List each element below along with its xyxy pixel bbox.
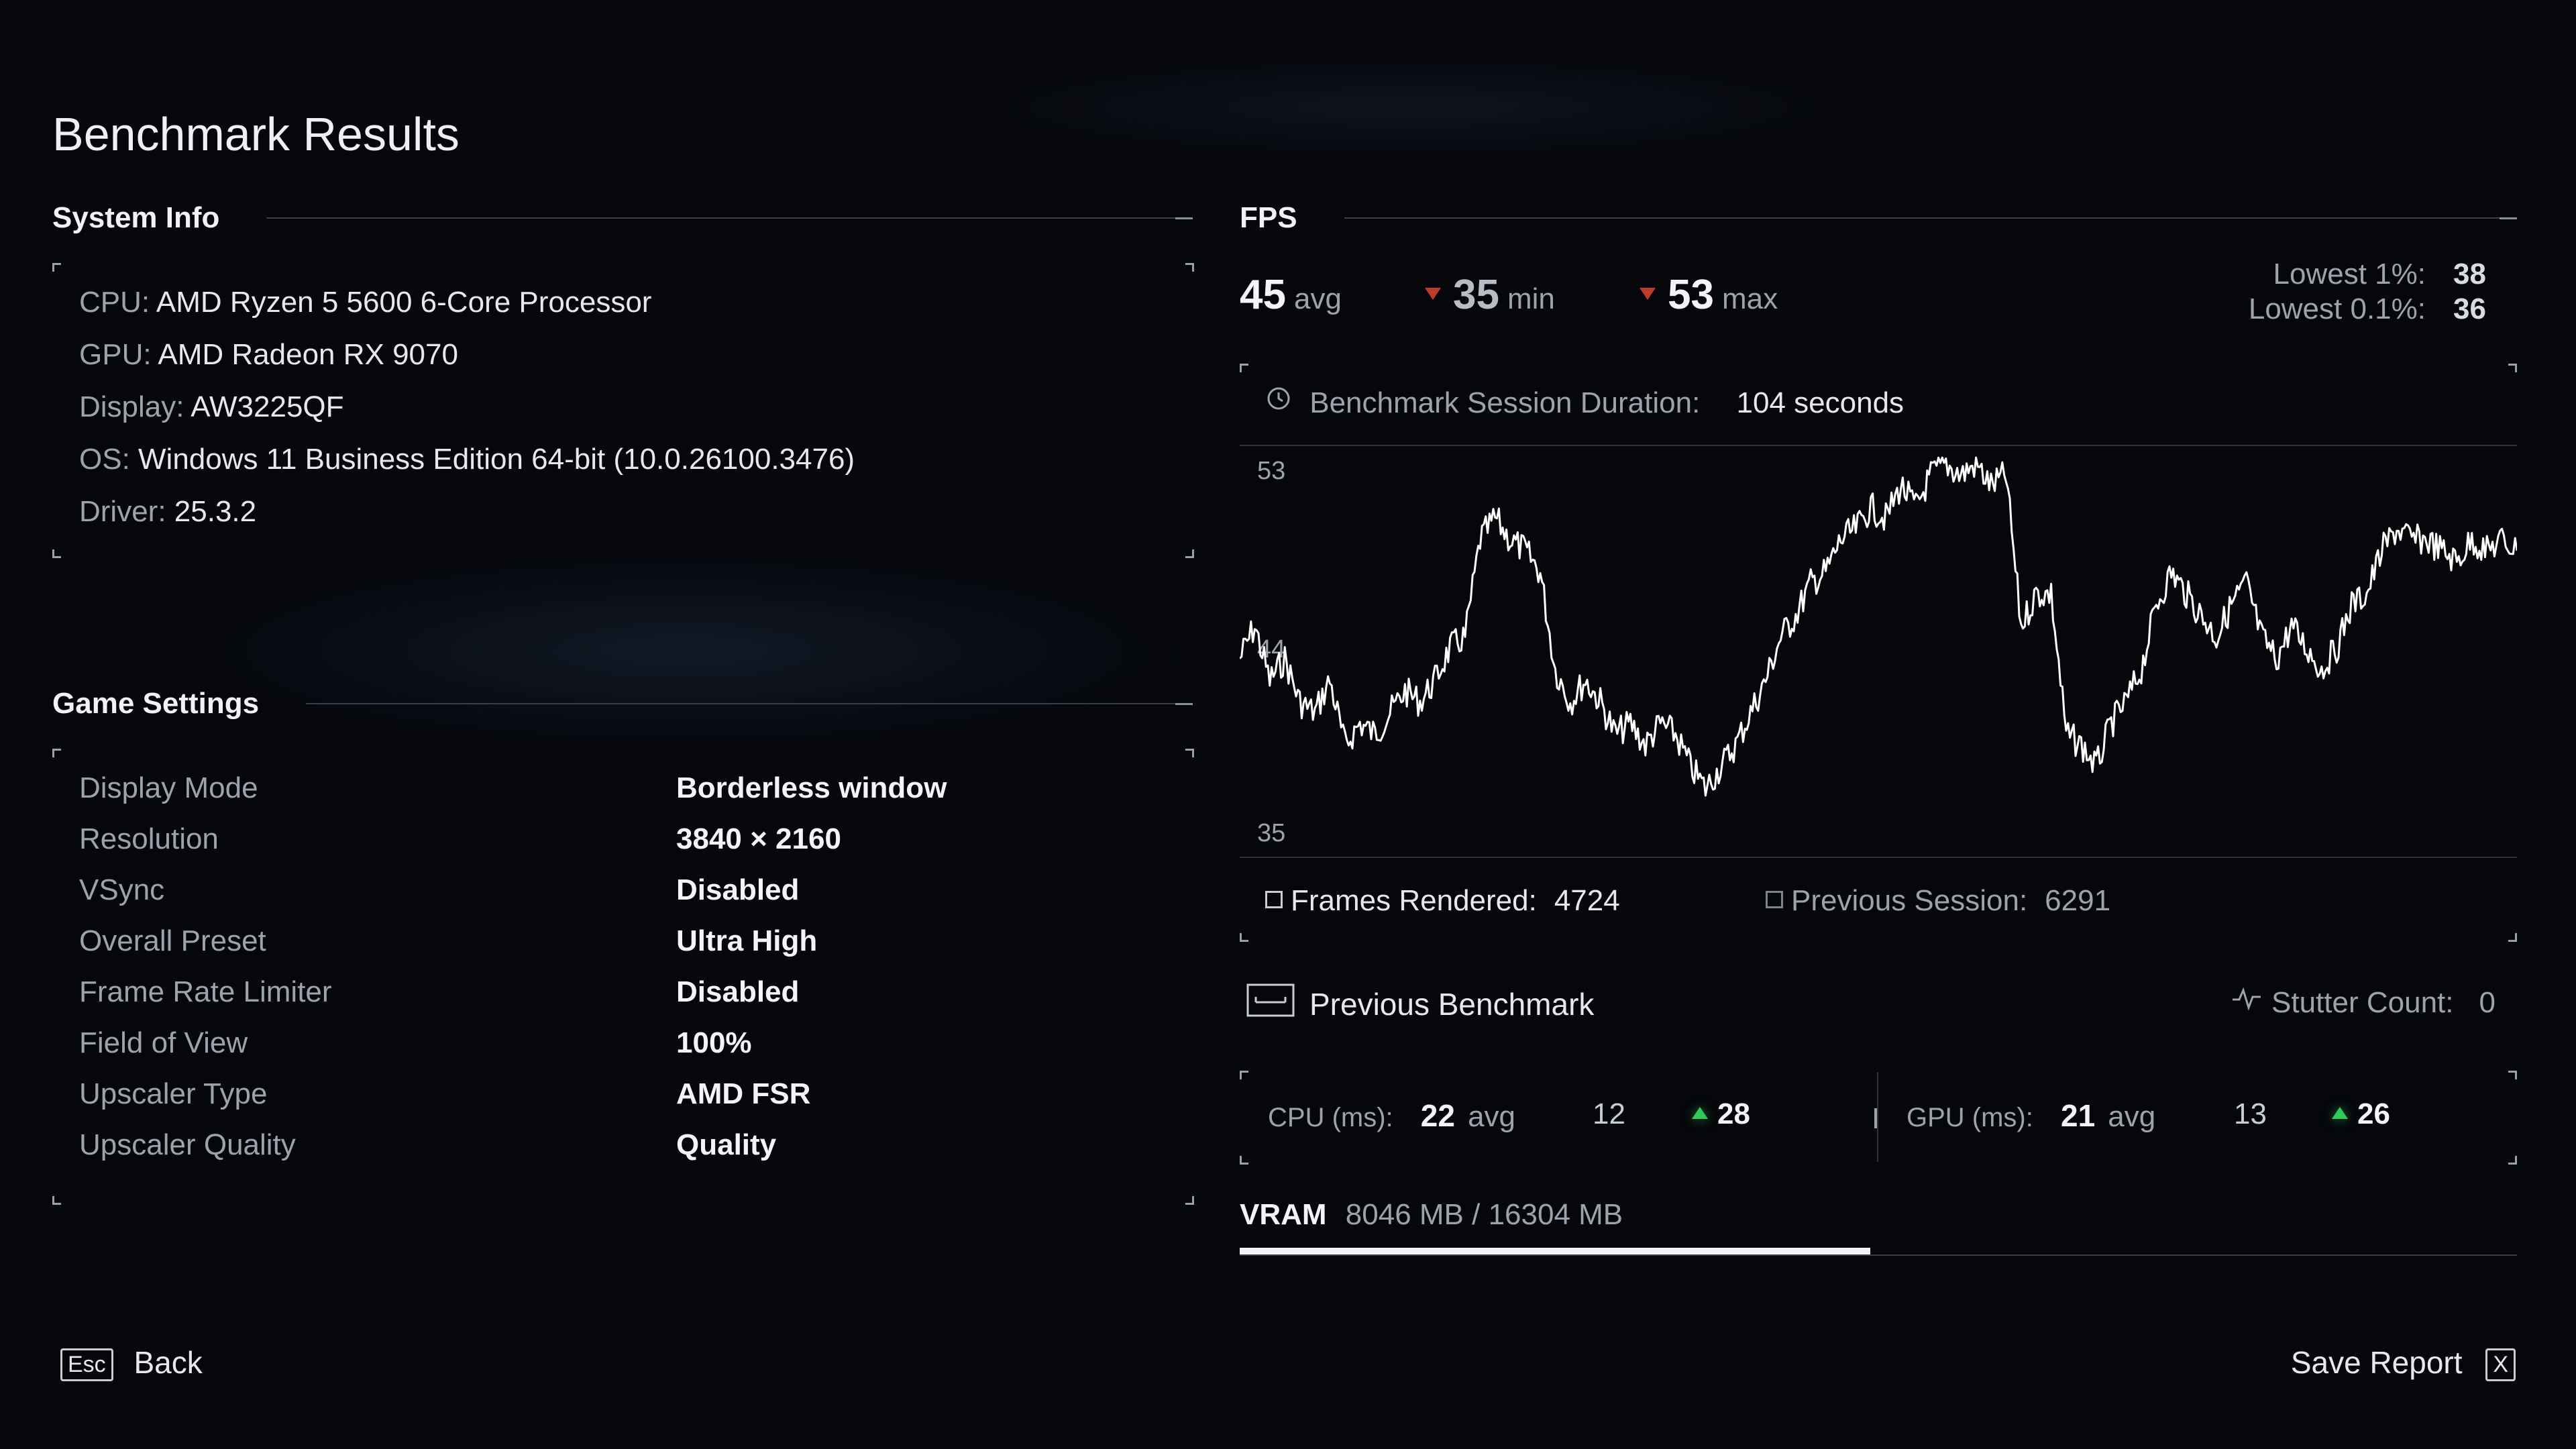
setting-label: Upscaler Type — [79, 1077, 268, 1110]
game-settings-title: Game Settings — [52, 687, 260, 720]
cpu-min-value: 12 — [1593, 1097, 1625, 1130]
system-info-header: System Info — [52, 201, 1193, 235]
y-tick-label-mid: 44 — [1257, 635, 1285, 663]
background-glow-top — [939, 54, 1878, 161]
y-tick-label-bottom: 35 — [1257, 819, 1285, 847]
page-title: Benchmark Results — [52, 108, 460, 160]
fps-title: FPS — [1240, 201, 1297, 234]
vram-stat: VRAM 8046 MB / 16304 MB — [1240, 1198, 1623, 1231]
sys-cpu-row: CPU: AMD Ryzen 5 5600 6-Core Processor — [79, 286, 652, 319]
fps-min-stat: 35 min — [1425, 271, 1555, 319]
setting-label: Resolution — [79, 822, 219, 855]
up-arrow-icon — [1692, 1107, 1708, 1120]
setting-value: Ultra High — [676, 924, 818, 957]
fps-chart-panel: Benchmark Session Duration: 104 seconds … — [1240, 364, 2517, 942]
save-report-button[interactable]: Save Report X — [2291, 1344, 2516, 1382]
checkbox-icon — [1766, 891, 1783, 909]
x-key-icon: X — [2485, 1348, 2516, 1382]
vram-bar-fill — [1240, 1248, 1870, 1254]
compare-icon — [1246, 983, 1295, 1024]
separator-tick — [1874, 1108, 1877, 1128]
setting-label: VSync — [79, 873, 165, 906]
gpu-frametime: GPU (ms): 21 avg — [1907, 1098, 2156, 1133]
fps-line-chart: 53 44 35 — [1240, 445, 2517, 858]
panel-divider — [1877, 1072, 1878, 1162]
esc-key-icon: Esc — [60, 1348, 113, 1382]
setting-value: AMD FSR — [676, 1077, 811, 1110]
clock-icon — [1265, 385, 1292, 419]
lowest-01-row: Lowest 0.1%: 36 — [2248, 292, 2486, 325]
back-button[interactable]: Esc Back — [60, 1344, 203, 1382]
section-divider — [306, 703, 1175, 704]
section-divider — [1344, 217, 2500, 219]
gpu-max-value: 26 — [2332, 1097, 2390, 1131]
sys-os-row: OS: Windows 11 Business Edition 64-bit (… — [79, 443, 855, 476]
lowest-percentiles: Lowest 1%: 38 Lowest 0.1%: 36 — [2147, 258, 2486, 331]
checkbox-icon — [1265, 891, 1283, 909]
sys-display-row: Display: AW3225QF — [79, 390, 344, 423]
setting-label: Upscaler Quality — [79, 1128, 296, 1161]
setting-value: Borderless window — [676, 771, 947, 804]
fps-max-stat: 53 max — [1640, 271, 1778, 319]
previous-benchmark-button[interactable]: Previous Benchmark — [1246, 983, 1594, 1027]
gpu-min-value: 13 — [2234, 1097, 2267, 1130]
cpu-frametime: CPU (ms): 22 avg — [1268, 1098, 1516, 1133]
fps-series-line — [1240, 456, 2517, 797]
stutter-count: Stutter Count: 0 — [2231, 986, 2496, 1022]
down-arrow-icon — [1425, 287, 1441, 300]
previous-session: Previous Session: 6291 — [1766, 884, 2110, 918]
y-tick-label-top: 53 — [1257, 457, 1285, 485]
cpu-max-value: 28 — [1692, 1097, 1750, 1131]
setting-value: Disabled — [676, 975, 800, 1008]
pulse-icon — [2231, 985, 2262, 1019]
down-arrow-icon — [1640, 287, 1656, 300]
setting-label: Overall Preset — [79, 924, 266, 957]
setting-value: 100% — [676, 1026, 752, 1059]
section-divider — [266, 217, 1175, 219]
up-arrow-icon — [2332, 1107, 2348, 1120]
sys-gpu-row: GPU: AMD Radeon RX 9070 — [79, 338, 458, 371]
lowest-1-row: Lowest 1%: 38 — [2273, 258, 2486, 290]
fps-header: FPS — [1240, 201, 2517, 235]
game-settings-panel: Display Mode Borderless window Resolutio… — [52, 749, 1194, 1205]
system-info-panel: CPU: AMD Ryzen 5 5600 6-Core Processor G… — [52, 263, 1194, 558]
vram-bar-track — [1240, 1248, 2517, 1256]
setting-label: Frame Rate Limiter — [79, 975, 332, 1008]
sys-driver-row: Driver: 25.3.2 — [79, 495, 257, 528]
fps-avg-stat: 45 avg — [1240, 272, 1342, 318]
setting-value: Quality — [676, 1128, 777, 1161]
frames-rendered: Frames Rendered: 4724 — [1265, 884, 1620, 918]
setting-label: Display Mode — [79, 771, 258, 804]
collapse-icon — [2500, 217, 2517, 219]
collapse-icon — [1175, 702, 1193, 705]
collapse-icon — [1175, 217, 1193, 219]
setting-label: Field of View — [79, 1026, 248, 1059]
frametime-panel: CPU (ms): 22 avg 12 28 GPU (ms): 21 avg … — [1240, 1071, 2517, 1165]
setting-value: Disabled — [676, 873, 800, 906]
setting-value: 3840 × 2160 — [676, 822, 841, 855]
system-info-title: System Info — [52, 201, 220, 234]
game-settings-header: Game Settings — [52, 687, 1193, 720]
session-duration: Benchmark Session Duration: 104 seconds — [1265, 386, 1904, 422]
background-glow — [174, 550, 1194, 751]
